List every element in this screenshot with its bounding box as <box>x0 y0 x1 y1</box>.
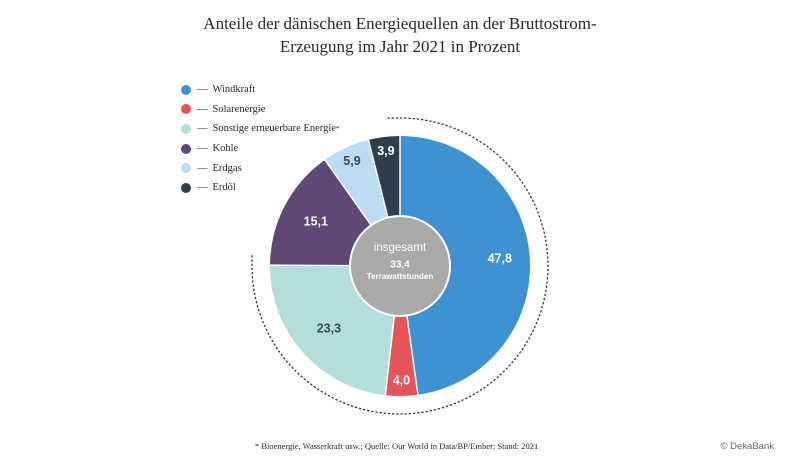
donut-slice-solarenergie <box>385 266 418 397</box>
legend-label: Solarenergie <box>212 103 266 115</box>
legend-dash: — <box>197 84 208 96</box>
legend-label: Erdgas <box>212 162 242 174</box>
slice-value-label: 47,8 <box>488 251 512 265</box>
chart-title: Anteile der dänischen Energiequellen an … <box>0 12 800 58</box>
chart-footnote: * Bioenergie, Wasserkraft usw.; Quelle: … <box>255 441 539 451</box>
slice-value-label: 5,9 <box>343 154 360 168</box>
legend-swatch <box>181 123 191 134</box>
donut-slice-windkraft <box>400 136 530 395</box>
chart-title-line-1: Anteile der dänischen Energiequellen an … <box>203 14 597 33</box>
slice-value-label: 15,1 <box>304 214 328 228</box>
chart-title-line-2: Erzeugung im Jahr 2021 in Prozent <box>279 37 521 56</box>
legend-dash: — <box>197 103 208 115</box>
slice-value-label: 4,0 <box>393 373 410 387</box>
legend-label: Erdöl <box>212 182 236 194</box>
slice-value-label: 3,9 <box>377 144 394 158</box>
legend-item-sonstige-erneuerbare-energie: — Sonstige erneuerbare Energie * <box>181 119 339 139</box>
center-value: 33,4 <box>390 260 410 271</box>
legend-swatch <box>181 163 191 174</box>
legend-label: Kohle <box>212 143 239 155</box>
center-unit: Terrawattstunden <box>367 272 434 281</box>
source-credit: © DekaBank <box>720 441 774 452</box>
legend-item-erdoel: — Erdöl <box>181 178 339 198</box>
legend-footnote-marker: * <box>335 124 340 133</box>
slice-value-label: 23,3 <box>317 321 341 335</box>
legend-item-kohle: — Kohle <box>181 139 339 159</box>
legend-dash: — <box>197 182 208 194</box>
legend-label: Windkraft <box>212 84 256 96</box>
legend-item-solarenergie: — Solarenergie <box>181 100 339 120</box>
center-label: insgesamt <box>374 242 427 254</box>
legend-dash: — <box>197 123 208 135</box>
legend-dash: — <box>197 143 208 155</box>
legend-swatch <box>181 143 191 154</box>
renewables-bracket <box>251 117 549 415</box>
legend-item-windkraft: — Windkraft <box>181 80 339 100</box>
legend-swatch <box>181 104 191 115</box>
legend-swatch <box>181 84 191 95</box>
legend-dash: — <box>197 162 208 174</box>
chart-legend: — Windkraft — Solarenergie — Sonstige erneuer… <box>181 80 339 198</box>
donut-center <box>349 215 451 317</box>
legend-item-erdgas: — Erdgas <box>181 158 339 178</box>
legend-label: Sonstige erneuerbare Energie <box>212 123 336 135</box>
legend-swatch <box>181 182 191 193</box>
